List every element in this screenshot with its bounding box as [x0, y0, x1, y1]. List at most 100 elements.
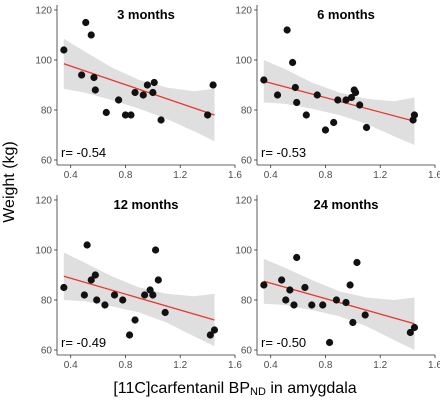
x-tick-label: 1.2	[373, 170, 387, 181]
x-tick-label: 1.6	[428, 360, 440, 371]
data-point	[91, 86, 99, 94]
data-point	[291, 83, 299, 92]
y-tick-label: 80	[241, 296, 253, 307]
panel-3: 60 80 100 120 0.4 0.8 1.2 1.6 12 months r= -0.49	[35, 195, 242, 371]
panel-title: 12 months	[113, 197, 178, 212]
data-point	[204, 111, 212, 119]
data-point	[325, 338, 334, 347]
data-point	[149, 291, 157, 299]
data-point	[308, 301, 316, 309]
y-tick-label: 120	[35, 6, 52, 17]
correlation-label: r= -0.54	[61, 145, 106, 160]
data-point	[286, 286, 294, 294]
data-point	[131, 88, 139, 97]
data-point	[101, 301, 109, 309]
data-point	[150, 78, 158, 87]
data-point	[161, 308, 169, 317]
data-point	[346, 281, 354, 289]
data-point	[206, 331, 214, 339]
y-tick-label: 80	[41, 296, 53, 307]
x-tick-label: 1.6	[228, 170, 242, 181]
data-point	[293, 98, 301, 107]
data-point	[361, 311, 369, 319]
data-point	[209, 81, 217, 89]
panel-title: 6 months	[317, 7, 375, 22]
panel-4: 60 80 100 120 0.4 0.8 1.2 1.6 24 months r= -0.50	[235, 195, 440, 371]
data-point	[289, 58, 297, 67]
data-point	[80, 291, 88, 299]
y-tick-label: 60	[41, 346, 53, 357]
data-point	[149, 88, 157, 97]
data-point	[60, 283, 68, 292]
data-point	[282, 296, 290, 304]
data-point	[332, 296, 341, 304]
x-tick-label: 0.4	[64, 170, 78, 181]
y-tick-label: 60	[41, 156, 53, 167]
x-tick-label: 1.2	[373, 360, 387, 371]
y-tick-label: 120	[35, 196, 52, 207]
y-tick-label: 100	[235, 56, 252, 67]
correlation-label: r= -0.50	[261, 335, 306, 350]
x-tick-label: 1.2	[173, 170, 187, 181]
data-point	[141, 291, 149, 299]
y-tick-label: 120	[235, 196, 252, 207]
data-point	[139, 91, 147, 99]
x-tick-label: 0.4	[264, 360, 278, 371]
data-point	[121, 111, 130, 119]
y-tick-label: 80	[41, 106, 53, 117]
data-point	[143, 81, 151, 89]
x-tick-label: 1.6	[428, 170, 440, 181]
data-point	[115, 96, 123, 104]
data-point	[151, 246, 160, 254]
panel-1: 60 80 100 120 0.4 0.8 1.2 1.6 3 months r= -0.54	[35, 5, 242, 181]
data-point	[154, 276, 162, 284]
data-point	[342, 298, 350, 307]
confidence-band	[63, 252, 215, 347]
data-point	[293, 253, 301, 262]
data-point	[60, 46, 68, 54]
x-tick-label: 1.6	[228, 360, 242, 371]
panel-2: 60 80 100 120 0.4 0.8 1.2 1.6 6 months r= -0.53	[235, 5, 440, 181]
regression-line	[63, 63, 215, 116]
data-point	[342, 96, 350, 104]
data-point	[302, 111, 310, 119]
data-point	[301, 283, 309, 292]
y-tick-label: 60	[241, 156, 253, 167]
x-tick-label: 1.2	[173, 360, 187, 371]
regression-line	[63, 275, 215, 321]
data-point	[330, 118, 338, 127]
x-axis-title-tail: in amygdala	[266, 380, 357, 397]
x-tick-label: 0.8	[119, 170, 133, 181]
data-point	[102, 108, 110, 117]
y-axis-title: Weight (kg)	[1, 141, 18, 223]
data-point	[131, 316, 139, 324]
data-point	[82, 18, 90, 27]
x-axis-title-main: [11C]carfentanil BP	[113, 380, 250, 397]
data-point	[210, 326, 219, 334]
data-point	[353, 258, 361, 267]
y-tick-label: 120	[235, 6, 252, 17]
data-point	[91, 271, 99, 279]
data-point	[83, 241, 91, 249]
data-point	[278, 276, 286, 284]
data-point	[347, 93, 356, 102]
x-axis-title: [11C]carfentanil BPND in amygdala	[113, 380, 356, 398]
y-tick-label: 80	[241, 106, 253, 117]
data-point	[87, 276, 95, 284]
data-point	[290, 301, 298, 309]
confidence-band	[263, 258, 415, 350]
data-point	[356, 101, 364, 109]
data-point	[319, 301, 327, 309]
data-point	[349, 318, 357, 327]
y-tick-label: 100	[235, 246, 252, 257]
data-point	[93, 296, 101, 304]
panel-title: 3 months	[117, 7, 175, 22]
data-point	[334, 96, 342, 104]
data-point	[90, 73, 98, 82]
y-tick-label: 100	[35, 56, 52, 67]
data-point	[78, 71, 86, 79]
x-tick-label: 0.8	[119, 360, 133, 371]
x-tick-label: 0.8	[319, 360, 333, 371]
